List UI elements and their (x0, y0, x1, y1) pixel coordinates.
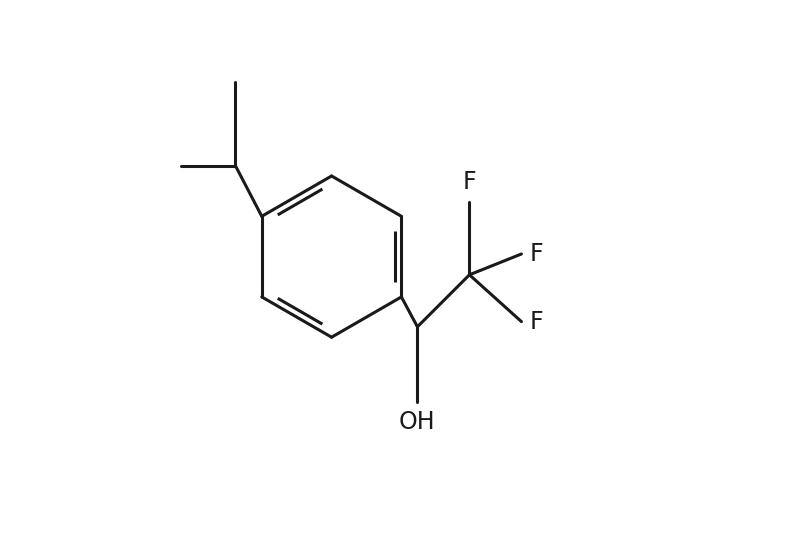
Text: F: F (530, 310, 543, 334)
Text: F: F (463, 170, 476, 194)
Text: OH: OH (399, 410, 436, 434)
Text: F: F (530, 242, 543, 266)
